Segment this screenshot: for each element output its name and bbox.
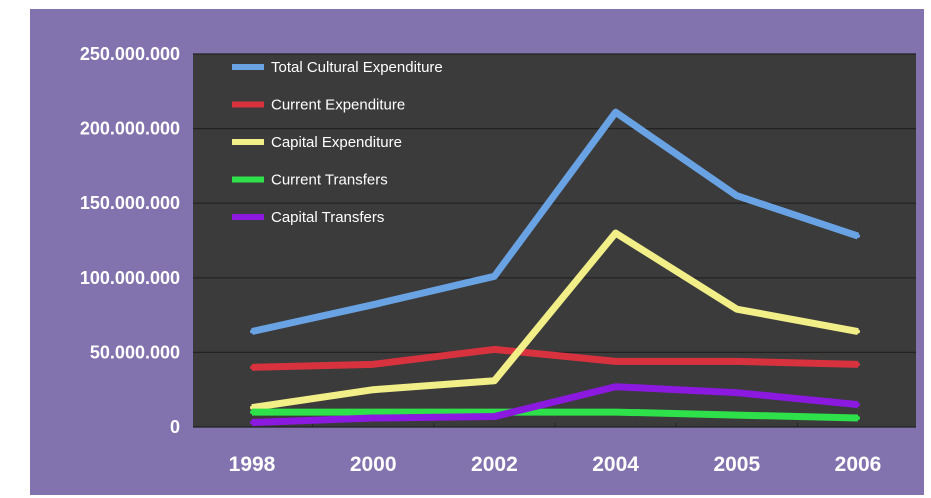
- series-line-capital-transfers: [251, 383, 859, 427]
- data-point: [856, 402, 860, 407]
- data-point: [734, 193, 739, 198]
- data-point: [250, 329, 254, 334]
- y-tick-label: 200.000.000: [80, 119, 180, 139]
- x-tick-label: 2006: [835, 453, 882, 476]
- data-point: [613, 231, 618, 236]
- x-tick-label: 2004: [592, 453, 639, 476]
- legend-label: Total Cultural Expenditure: [271, 59, 443, 76]
- data-point: [734, 390, 739, 395]
- series-line-current-transfers: [252, 408, 859, 422]
- y-tick-label: 250.000.000: [80, 44, 180, 64]
- data-point: [492, 274, 497, 279]
- data-point: [613, 384, 618, 389]
- y-axis-tick-labels: 0 50.000.000 100.000.000 150.000.000 200.000…: [80, 44, 180, 437]
- legend-label: Capital Expenditure: [271, 134, 402, 151]
- data-point: [613, 410, 618, 415]
- data-point: [856, 329, 860, 334]
- data-point: [613, 110, 618, 115]
- data-point: [492, 414, 497, 419]
- data-point: [734, 413, 739, 418]
- data-point: [250, 420, 254, 425]
- y-tick-label: 150.000.000: [80, 193, 180, 213]
- series-line-capital-expenditure: [251, 229, 859, 412]
- data-point: [250, 410, 254, 415]
- legend-label: Current Expenditure: [271, 97, 405, 114]
- x-tick-label: 2000: [350, 453, 397, 476]
- x-axis-tick-labels: 1998 2000 2002 2004 2005 2006: [229, 453, 882, 476]
- x-tick-label: 2005: [713, 453, 760, 476]
- line-chart: 0 50.000.000 100.000.000 150.000.000 200.000…: [80, 44, 916, 476]
- data-point: [371, 387, 376, 392]
- data-point: [734, 307, 739, 312]
- data-point: [371, 362, 376, 367]
- y-tick-label: 50.000.000: [90, 342, 180, 362]
- chart-frame: 0 50.000.000 100.000.000 150.000.000 200.000…: [30, 9, 924, 495]
- legend-label: Current Transfers: [271, 172, 388, 189]
- data-point: [492, 378, 497, 383]
- series-line-current-expenditure: [251, 345, 859, 371]
- data-point: [734, 359, 739, 364]
- legend-label: Capital Transfers: [271, 209, 384, 226]
- series-line-total-cultural-expenditure: [251, 108, 860, 335]
- data-point: [613, 359, 618, 364]
- data-point: [371, 410, 376, 415]
- series-lines: [250, 108, 860, 427]
- y-tick-label: 0: [170, 417, 180, 437]
- x-tick-label: 1998: [229, 453, 276, 476]
- data-point: [371, 302, 376, 307]
- y-tick-label: 100.000.000: [80, 268, 180, 288]
- data-point: [492, 347, 497, 352]
- legend: Total Cultural Expenditure Current Expend…: [232, 59, 443, 226]
- data-point: [856, 416, 860, 421]
- data-point: [250, 365, 254, 370]
- data-point: [371, 416, 376, 421]
- data-point: [856, 234, 860, 239]
- data-point: [856, 362, 860, 367]
- x-tick-label: 2002: [471, 453, 518, 476]
